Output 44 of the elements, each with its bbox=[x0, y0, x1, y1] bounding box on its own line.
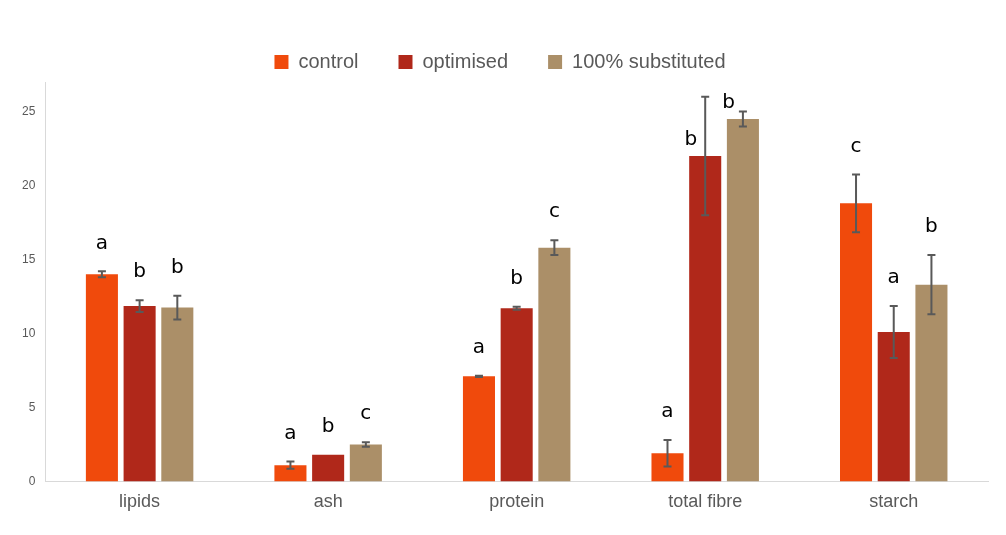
x-tick-label: protein bbox=[489, 491, 545, 512]
bar bbox=[123, 306, 156, 482]
y-tick-label: 5 bbox=[28, 399, 36, 414]
data-label: b bbox=[133, 258, 146, 283]
x-tick-label: ash bbox=[313, 491, 343, 512]
bar bbox=[877, 332, 910, 482]
data-label: c bbox=[360, 400, 372, 425]
bar bbox=[651, 453, 684, 482]
bar bbox=[462, 376, 495, 482]
data-label: a bbox=[472, 333, 486, 358]
bar bbox=[500, 308, 533, 482]
data-label: b bbox=[684, 126, 698, 151]
x-tick-label: total fibre bbox=[668, 491, 743, 512]
bar bbox=[312, 454, 345, 482]
legend-label: 100% substituted bbox=[572, 49, 726, 72]
legend-label: control bbox=[298, 49, 359, 72]
data-label: a bbox=[95, 229, 109, 254]
y-tick-label: 15 bbox=[21, 251, 36, 266]
legend-label: optimised bbox=[422, 49, 509, 72]
y-tick-label: 25 bbox=[21, 103, 36, 118]
data-label: c bbox=[850, 132, 862, 157]
bar bbox=[85, 274, 118, 482]
y-tick-label: 0 bbox=[28, 473, 36, 488]
data-label: a bbox=[284, 419, 297, 444]
bar bbox=[915, 284, 948, 482]
y-tick-label: 10 bbox=[21, 325, 36, 340]
x-tick-label: lipids bbox=[119, 491, 161, 512]
y-tick-label: 20 bbox=[21, 177, 36, 192]
bar bbox=[161, 307, 194, 482]
data-label: a bbox=[887, 264, 900, 289]
bar bbox=[726, 118, 759, 482]
bar bbox=[538, 247, 571, 482]
data-label: b bbox=[925, 213, 938, 238]
bar bbox=[689, 155, 722, 482]
data-label: b bbox=[722, 89, 735, 114]
x-tick-label: starch bbox=[869, 491, 919, 512]
data-label: a bbox=[661, 398, 674, 423]
data-label: b bbox=[321, 412, 335, 437]
bar bbox=[274, 465, 307, 482]
data-label: b bbox=[510, 265, 524, 290]
bar bbox=[840, 203, 873, 482]
data-label: b bbox=[170, 253, 184, 278]
data-label: c bbox=[548, 198, 560, 223]
bar bbox=[349, 444, 382, 482]
